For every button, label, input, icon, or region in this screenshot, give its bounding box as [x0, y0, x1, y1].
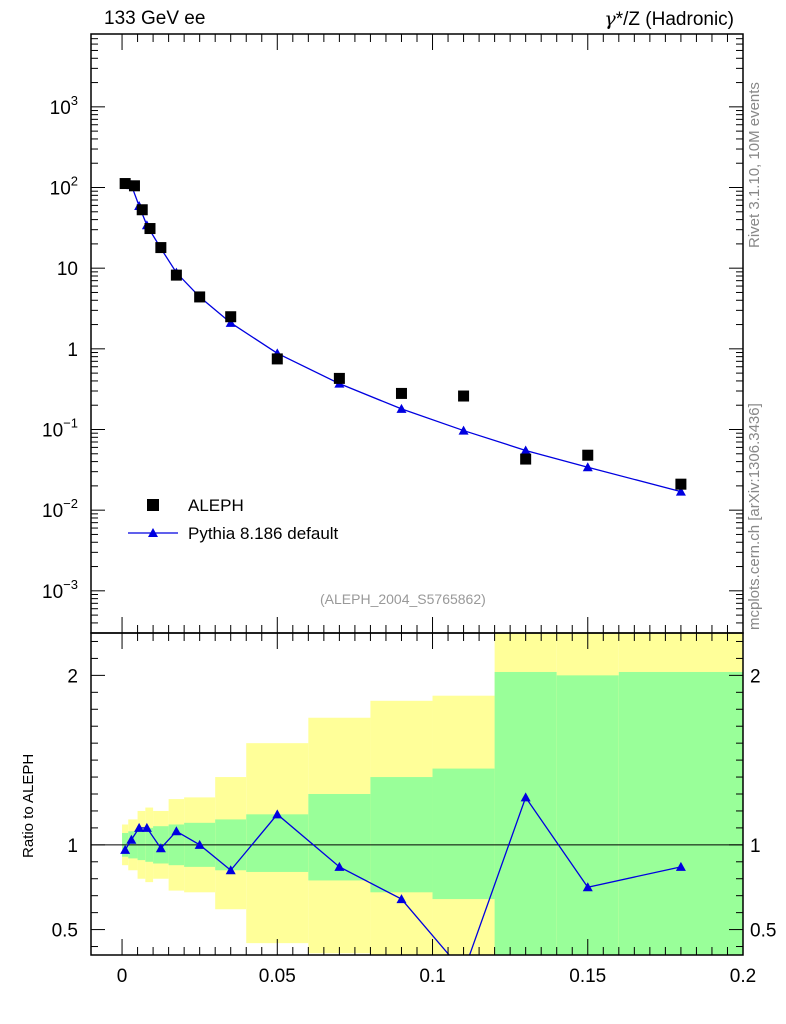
- x-tick-label: 0.1: [419, 966, 445, 987]
- data-point: [395, 387, 407, 399]
- data-point: [119, 178, 131, 190]
- ratio-uncertainty-bands: [122, 633, 743, 955]
- ratio-point: [334, 861, 345, 871]
- ratio-y-tick-label-right: 2: [750, 666, 761, 687]
- data-point: [194, 291, 206, 303]
- observable-title-rest: */Z (Hadronic): [615, 9, 734, 30]
- x-tick-label: 0.15: [569, 966, 606, 987]
- legend-data-marker: [147, 499, 159, 511]
- observable-title-gamma: γ: [604, 8, 616, 30]
- data-point: [136, 204, 148, 216]
- legend-data-label: ALEPH: [188, 496, 244, 515]
- data-point: [582, 449, 594, 461]
- mc-point: [458, 425, 469, 435]
- observable-title: γ*/Z (Hadronic): [604, 8, 734, 31]
- data-point: [170, 269, 182, 281]
- mc-point: [675, 486, 686, 496]
- y-tick-label: 10: [57, 259, 78, 280]
- mc-point: [225, 317, 236, 327]
- y-tick-label: 10−1: [42, 415, 78, 441]
- data-point: [458, 390, 470, 402]
- ratio-point: [134, 822, 145, 832]
- band-inner-bin: [618, 671, 743, 955]
- ratio-y-axis-label: Ratio to ALEPH: [20, 753, 37, 858]
- x-tick-label: 0.05: [259, 966, 296, 987]
- data-point: [155, 242, 167, 254]
- legend-mc-label: Pythia 8.186 default: [188, 524, 339, 543]
- ratio-point: [520, 792, 531, 802]
- mc-point: [582, 462, 593, 472]
- ratio-y-tick-label-right: 1: [750, 836, 761, 857]
- y-tick-label: 102: [50, 174, 78, 200]
- ratio-point: [459, 967, 469, 976]
- ratio-point: [396, 894, 407, 904]
- data-point: [675, 478, 687, 490]
- band-inner-bin: [494, 671, 557, 955]
- ratio-point: [675, 861, 686, 871]
- axes: 10−3 10−2 10−1 1 10 102 103 0 0.05 0.1 0.15 0.2 0.5 0…: [42, 33, 776, 987]
- ratio-y-tick-label-left: 2: [67, 666, 78, 687]
- ratio-point: [194, 839, 205, 849]
- ratio-point: [141, 822, 152, 832]
- band-inner-bin: [370, 777, 433, 893]
- band-inner-bin: [246, 814, 309, 872]
- mc-point: [520, 445, 531, 455]
- ratio-series: [120, 792, 686, 976]
- ratio-y-tick-label-right: 0.5: [750, 921, 776, 942]
- main-plot-content: ALEPH Pythia 8.186 default: [119, 178, 687, 543]
- x-tick-label: 0: [117, 966, 128, 987]
- ratio-point: [582, 882, 593, 892]
- y-tick-label: 10−3: [42, 577, 78, 603]
- data-point: [271, 353, 283, 365]
- data-point: [520, 453, 532, 465]
- ratio-y-tick-label-left: 0.5: [52, 921, 78, 942]
- ratio-point: [225, 865, 236, 875]
- rivet-version-label: Rivet 3.1.10, 10M events: [746, 82, 763, 248]
- ratio-point: [126, 834, 137, 844]
- ratio-point: [120, 844, 131, 854]
- ratio-plot-content: [91, 792, 743, 976]
- legend-mc-marker: [148, 528, 158, 537]
- analysis-id: (ALEPH_2004_S5765862): [320, 591, 486, 607]
- x-tick-label: 0.2: [730, 966, 756, 987]
- ratio-y-tick-label-left: 1: [67, 836, 78, 857]
- mc-point: [396, 403, 407, 413]
- data-point: [144, 223, 156, 235]
- mc-line: [125, 184, 682, 493]
- band-inner-bin: [556, 675, 619, 955]
- data-point: [225, 311, 237, 323]
- ratio-point: [155, 843, 166, 853]
- main-frame: [90, 33, 744, 634]
- band-inner-bin: [432, 768, 495, 900]
- ratio-point: [272, 809, 283, 819]
- ratio-point: [171, 826, 182, 836]
- mcplots-label: mcplots.cern.ch [arXiv:1306.3436]: [746, 403, 763, 630]
- y-tick-label: 103: [50, 93, 78, 119]
- y-tick-label: 10−2: [42, 496, 78, 522]
- data-point: [333, 372, 345, 384]
- y-tick-label: 1: [67, 340, 78, 361]
- process-title: 133 GeV ee: [104, 8, 206, 29]
- data-point: [128, 180, 140, 192]
